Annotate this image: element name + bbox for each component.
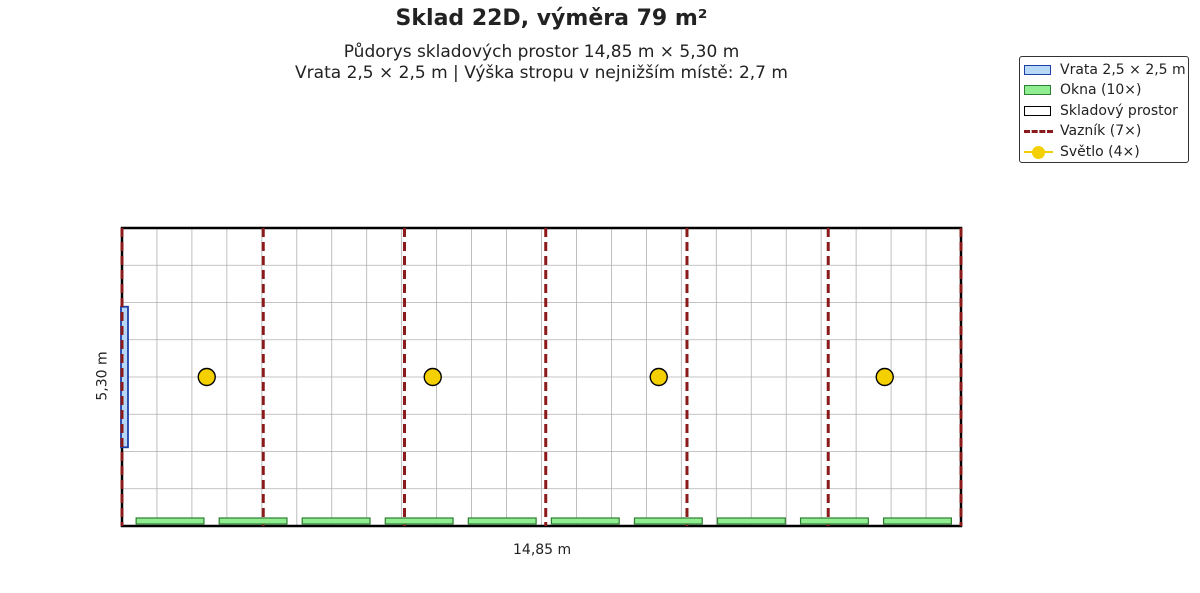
legend-label: Vrata 2,5 × 2,5 m xyxy=(1060,62,1186,78)
legend-item-gate: Vrata 2,5 × 2,5 m xyxy=(1020,60,1186,80)
gate-swatch xyxy=(1024,65,1051,75)
height-dimension-label: 5,30 m xyxy=(94,351,111,401)
light-fixture xyxy=(197,367,216,387)
window xyxy=(218,517,288,525)
legend-label: Skladový prostor xyxy=(1060,103,1178,119)
legend: Vrata 2,5 × 2,5 m Okna (10×) Skladový pr… xyxy=(1019,56,1189,163)
legend-item-truss: Vazník (7×) xyxy=(1020,121,1141,141)
window xyxy=(550,517,620,525)
truss-swatch xyxy=(1024,130,1053,133)
window-swatch xyxy=(1024,85,1051,95)
legend-item-storage: Skladový prostor xyxy=(1020,101,1178,121)
window xyxy=(799,517,869,525)
window xyxy=(633,517,703,525)
window xyxy=(384,517,454,525)
legend-label: Vazník (7×) xyxy=(1060,123,1142,139)
light-swatch-dot xyxy=(1032,146,1045,159)
page-title: Sklad 22D, výměra 79 m² xyxy=(395,6,708,31)
storage-swatch xyxy=(1024,106,1051,116)
window xyxy=(716,517,786,525)
width-dimension-label: 14,85 m xyxy=(513,542,572,558)
legend-item-light: Světlo (4×) xyxy=(1020,142,1140,162)
legend-label: Okna (10×) xyxy=(1060,82,1142,98)
light-fixture xyxy=(649,367,668,387)
window xyxy=(882,517,952,525)
window xyxy=(301,517,371,525)
light-fixture xyxy=(875,367,894,387)
legend-item-windows: Okna (10×) xyxy=(1020,80,1142,100)
window xyxy=(135,517,205,525)
legend-label: Světlo (4×) xyxy=(1060,144,1140,160)
subtitle-line-2: Vrata 2,5 × 2,5 m | Výška stropu v nejni… xyxy=(295,63,788,83)
light-fixture xyxy=(423,367,442,387)
window xyxy=(467,517,537,525)
subtitle-line-1: Půdorys skladových prostor 14,85 m × 5,3… xyxy=(343,42,740,62)
